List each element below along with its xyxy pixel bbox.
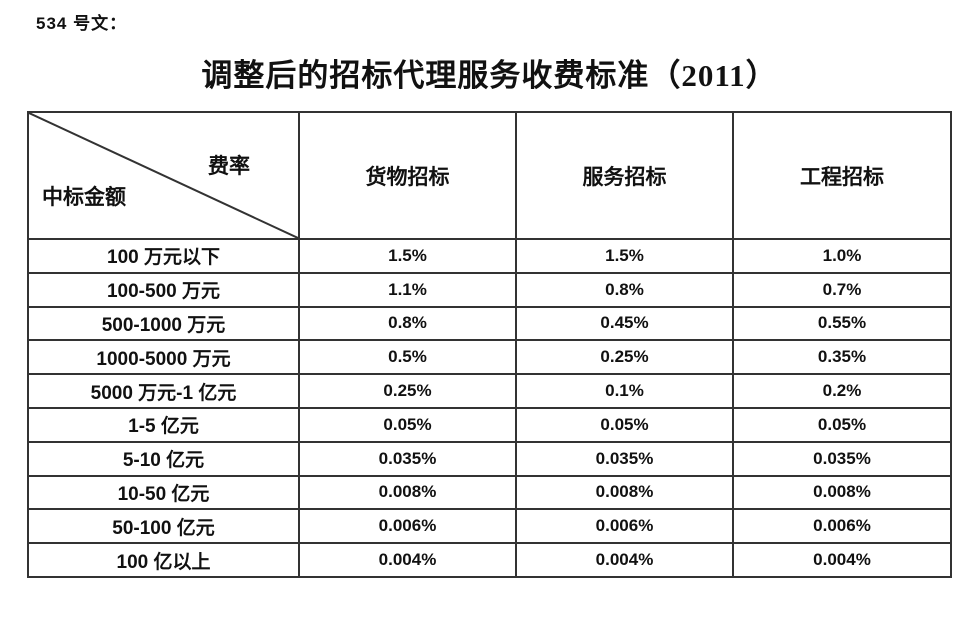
corner-label-bid-amount: 中标金额 — [42, 185, 126, 209]
row-label: 50-100 亿元 — [27, 508, 300, 545]
row-label: 10-50 亿元 — [27, 474, 300, 511]
table-row: 50-100 亿元 0.006% 0.006% 0.006% — [27, 508, 952, 545]
row-label: 500-1000 万元 — [27, 305, 300, 342]
rate-cell: 0.55% — [732, 305, 952, 342]
column-header-service: 服务招标 — [515, 111, 734, 240]
table-row: 500-1000 万元 0.8% 0.45% 0.55% — [27, 305, 952, 342]
page-title: 调整后的招标代理服务收费标准（2011） — [201, 58, 778, 93]
rate-cell: 0.008% — [298, 474, 517, 511]
diagonal-divider-line — [29, 113, 298, 238]
rate-cell: 0.006% — [732, 508, 952, 545]
table-row: 100 亿以上 0.004% 0.004% 0.004% — [27, 542, 952, 578]
rate-cell: 1.5% — [515, 238, 734, 274]
row-label: 5000 万元-1 亿元 — [27, 373, 300, 409]
row-label: 100 万元以下 — [27, 238, 300, 274]
rate-cell: 0.004% — [732, 542, 952, 578]
rate-cell: 1.0% — [732, 238, 952, 274]
column-header-engineering: 工程招标 — [732, 111, 952, 240]
table-row: 100-500 万元 1.1% 0.8% 0.7% — [27, 271, 952, 308]
document-number: 534 号文： — [36, 14, 128, 33]
rate-cell: 0.25% — [515, 339, 734, 376]
rate-cell: 0.2% — [732, 373, 952, 409]
rate-cell: 0.008% — [732, 474, 952, 511]
rate-cell: 1.1% — [298, 271, 517, 308]
diagonal-corner-cell: 费率 中标金额 — [27, 111, 300, 240]
row-label: 100-500 万元 — [27, 271, 300, 308]
row-label: 100 亿以上 — [27, 542, 300, 578]
table-row: 1-5 亿元 0.05% 0.05% 0.05% — [27, 406, 952, 443]
rate-cell: 0.35% — [732, 339, 952, 376]
rate-cell: 0.8% — [515, 271, 734, 308]
rate-cell: 0.7% — [732, 271, 952, 308]
rate-cell: 0.008% — [515, 474, 734, 511]
rate-cell: 0.5% — [298, 339, 517, 376]
rate-cell: 0.035% — [515, 440, 734, 477]
row-label: 1-5 亿元 — [27, 406, 300, 443]
table-row: 10-50 亿元 0.008% 0.008% 0.008% — [27, 474, 952, 511]
table-row: 100 万元以下 1.5% 1.5% 1.0% — [27, 238, 952, 274]
rate-cell: 0.004% — [298, 542, 517, 578]
table-row: 5000 万元-1 亿元 0.25% 0.1% 0.2% — [27, 373, 952, 409]
rate-cell: 1.5% — [298, 238, 517, 274]
row-label: 5-10 亿元 — [27, 440, 300, 477]
row-label: 1000-5000 万元 — [27, 339, 300, 376]
rate-cell: 0.05% — [732, 406, 952, 443]
rate-cell: 0.05% — [515, 406, 734, 443]
header-row: 费率 中标金额 货物招标 服务招标 工程招标 — [27, 111, 952, 240]
rate-cell: 0.1% — [515, 373, 734, 409]
rate-cell: 0.004% — [515, 542, 734, 578]
rate-cell: 0.05% — [298, 406, 517, 443]
rate-cell: 0.8% — [298, 305, 517, 342]
corner-label-rate: 费率 — [208, 154, 250, 178]
rate-cell: 0.006% — [515, 508, 734, 545]
fee-standard-table: 费率 中标金额 货物招标 服务招标 工程招标 100 万元以下 1.5% 1.5… — [27, 111, 952, 578]
table-row: 1000-5000 万元 0.5% 0.25% 0.35% — [27, 339, 952, 376]
rate-cell: 0.45% — [515, 305, 734, 342]
rate-cell: 0.035% — [732, 440, 952, 477]
rate-cell: 0.035% — [298, 440, 517, 477]
rate-cell: 0.006% — [298, 508, 517, 545]
rate-cell: 0.25% — [298, 373, 517, 409]
table-row: 5-10 亿元 0.035% 0.035% 0.035% — [27, 440, 952, 477]
column-header-goods: 货物招标 — [298, 111, 517, 240]
